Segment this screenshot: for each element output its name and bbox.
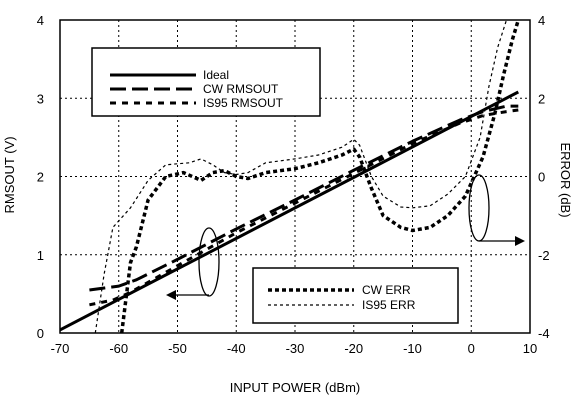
y-tick-label-left: 4: [37, 13, 44, 28]
legend-cw-rmsout-label: CW RMSOUT: [203, 82, 279, 96]
annotation-rmsout-marker: [166, 227, 220, 300]
legend-ideal-label: Ideal: [203, 68, 229, 82]
x-tick-label: -60: [109, 341, 128, 356]
y-tick-label-left: 2: [37, 170, 44, 185]
x-tick-label: 10: [523, 341, 537, 356]
series-layer: [60, 20, 520, 333]
x-tick-label: -20: [344, 341, 363, 356]
x-tick-label: -10: [403, 341, 422, 356]
legend-bottom: CW ERR IS95 ERR: [252, 267, 459, 324]
y-tick-label-right: 2: [538, 91, 545, 106]
x-tick-label: -40: [227, 341, 246, 356]
y-tick-label-left: 0: [37, 326, 44, 341]
legend-is95-err-label: IS95 ERR: [362, 298, 416, 312]
y-tick-label-right: 4: [538, 13, 545, 28]
legend-top: Ideal CW RMSOUT IS95 RMSOUT: [91, 47, 321, 117]
annotation-rmsout-ellipse: [198, 227, 220, 297]
y-tick-label-right: 0: [538, 170, 545, 185]
series-line-cw-err: [119, 20, 520, 333]
annotation-error-ellipse: [468, 174, 490, 242]
annotation-error-marker: [468, 174, 525, 246]
legend-is95-rmsout-label: IS95 RMSOUT: [203, 96, 284, 110]
legend-top-box: [91, 47, 321, 117]
y-axis-label-right: ERROR (dB): [558, 142, 573, 217]
x-axis-label: INPUT POWER (dBm): [230, 380, 361, 395]
y-axis-label-left: RMSOUT (V): [2, 136, 17, 213]
y-tick-label-right: -4: [538, 326, 550, 341]
series-line-is95-err: [94, 20, 508, 333]
x-tick-label: -70: [51, 341, 70, 356]
series-line-cw-rmsout: [89, 104, 519, 292]
annotation-rmsout-arrowhead: [166, 290, 176, 300]
y-tick-label-left: 1: [37, 248, 44, 263]
series-line-is95-rmsout: [89, 108, 519, 307]
y-tick-label-left: 3: [37, 91, 44, 106]
x-tick-label: -30: [286, 341, 305, 356]
legend-bottom-box: [252, 267, 459, 324]
x-tick-label: 0: [468, 341, 475, 356]
x-tick-label: -50: [168, 341, 187, 356]
annotation-error-arrowhead: [515, 236, 525, 246]
legend-cw-err-label: CW ERR: [362, 283, 411, 297]
y-tick-label-right: -2: [538, 248, 550, 263]
